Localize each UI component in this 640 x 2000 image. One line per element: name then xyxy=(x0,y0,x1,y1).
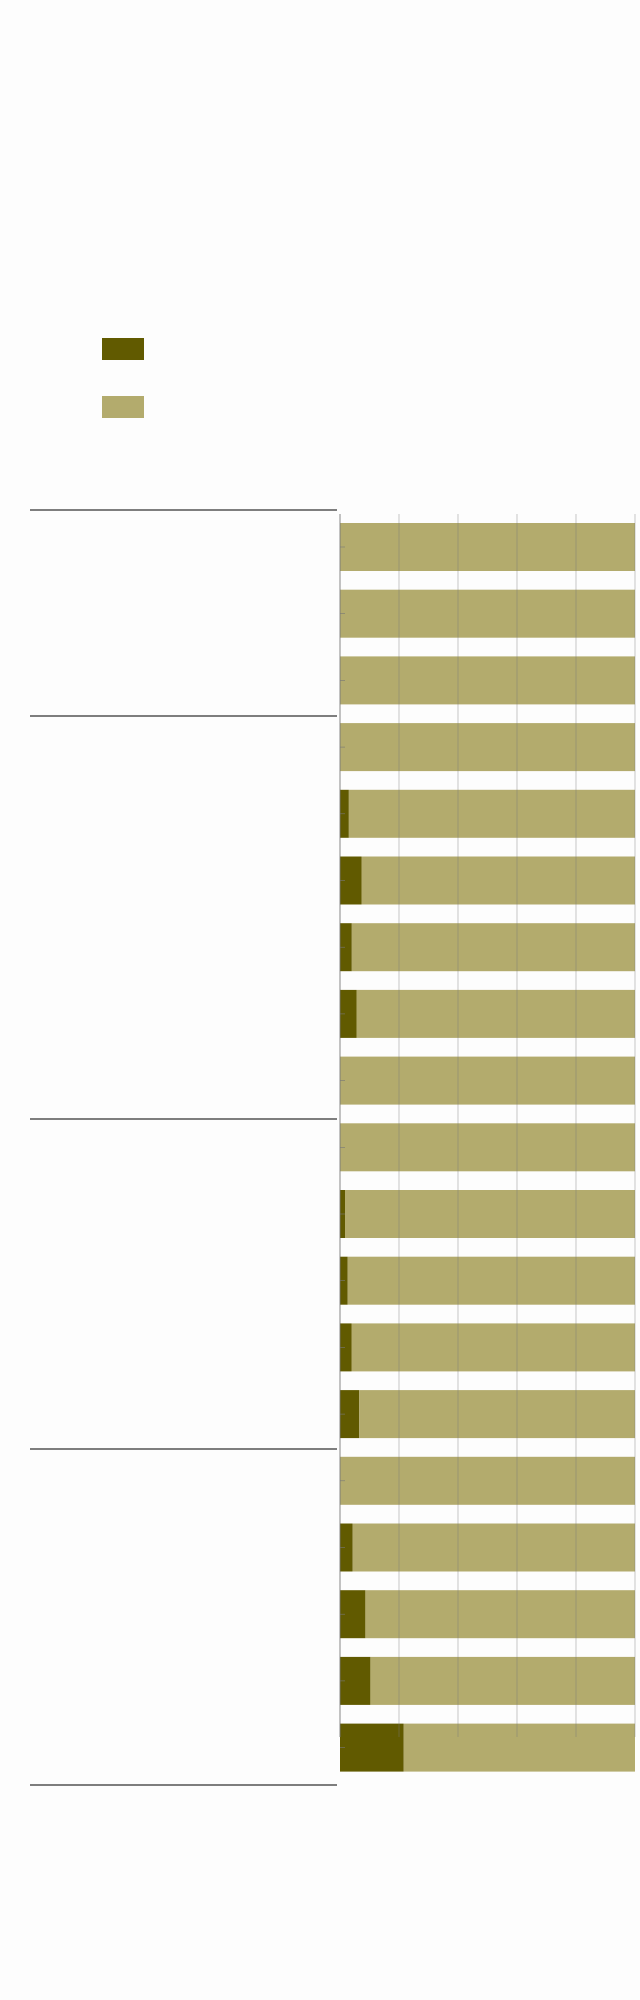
bar-segment xyxy=(345,1190,635,1238)
bar-segment xyxy=(340,1323,352,1372)
bar-segment xyxy=(356,989,635,1038)
bar-segment xyxy=(351,1323,635,1372)
bar-segment xyxy=(340,1123,635,1172)
bar-segment xyxy=(348,789,635,838)
bar-segment xyxy=(365,1590,635,1639)
bar-segment xyxy=(340,989,357,1038)
bar-segment xyxy=(403,1723,635,1772)
bar-segment xyxy=(347,1256,635,1305)
bar-segment xyxy=(352,1523,635,1572)
bar-segment xyxy=(361,856,635,905)
bar-segment xyxy=(340,856,362,905)
legend-swatch xyxy=(102,338,144,360)
bar-segment xyxy=(340,1523,353,1572)
bar-segment xyxy=(340,1456,635,1505)
bar-segment xyxy=(340,1723,404,1772)
bar-segment xyxy=(340,923,352,972)
bar-segment xyxy=(340,523,635,571)
bar-segment xyxy=(340,1390,360,1439)
legend-swatch xyxy=(102,396,144,418)
bar-segment xyxy=(351,923,635,972)
bar-segment xyxy=(340,656,635,705)
bar-segment xyxy=(370,1656,635,1705)
bar-segment xyxy=(340,723,635,772)
bar-segment xyxy=(359,1390,635,1439)
bar-segment xyxy=(340,1656,371,1705)
bar-segment xyxy=(340,589,635,638)
bar-segment xyxy=(340,1056,635,1105)
